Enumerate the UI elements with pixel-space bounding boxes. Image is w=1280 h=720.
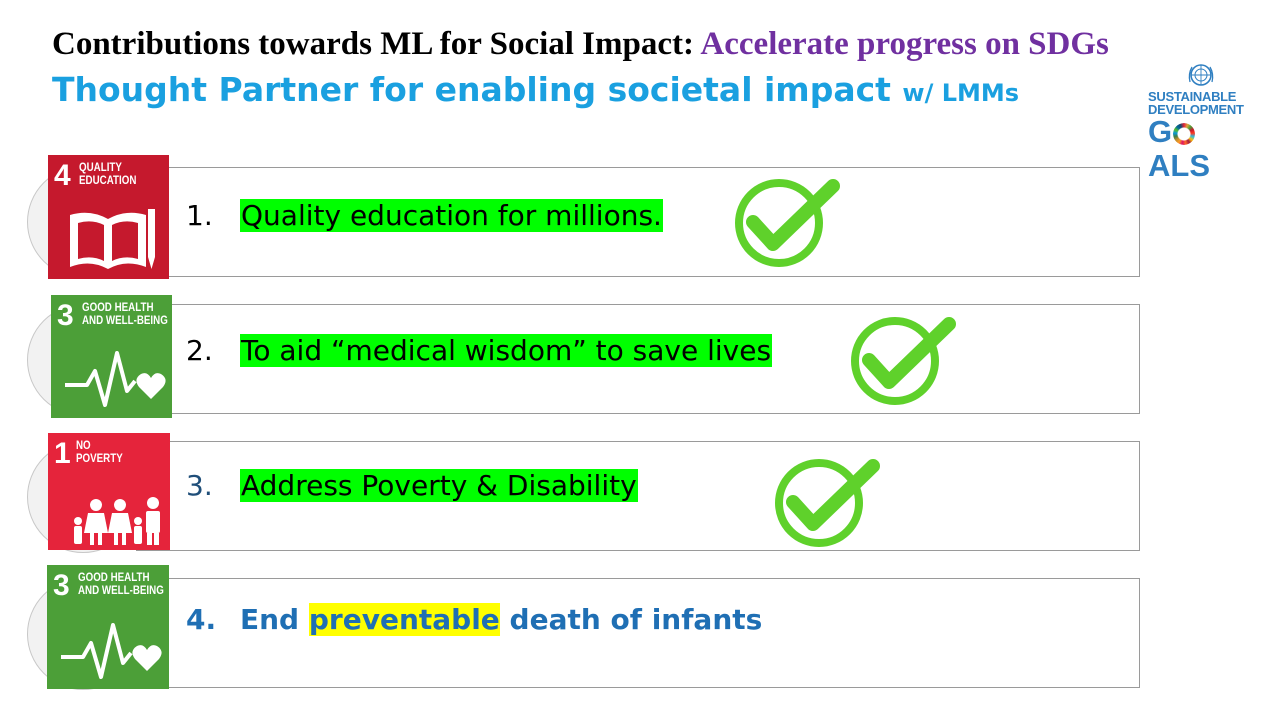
item-text-4: 4. End preventable death of infants	[186, 599, 762, 641]
item-label-before: End	[240, 603, 309, 636]
sdg-color-wheel-icon	[1173, 123, 1196, 145]
item-text-3: 3. Address Poverty & Disability	[186, 465, 638, 507]
item-number: 2.	[186, 334, 213, 367]
sdg-label: GOOD HEALTH AND WELL-BEING	[78, 572, 164, 597]
item-number: 4.	[186, 603, 217, 636]
item-label: Address Poverty & Disability	[240, 469, 638, 502]
sdg-number: 3	[53, 569, 70, 602]
sdg-number: 1	[54, 437, 71, 470]
title-main: Contributions towards ML for Social Impa…	[52, 26, 701, 62]
sdg4-tile: 4 QUALITY EDUCATION	[48, 155, 169, 279]
sdg-label: QUALITY EDUCATION	[79, 162, 137, 187]
sdg-logo-line1: SUSTAINABLE	[1148, 89, 1237, 104]
item-number: 1.	[186, 199, 213, 232]
title-accent: Accelerate progress on SDGs	[700, 26, 1109, 62]
sdg3-tile: 3 GOOD HEALTH AND WELL-BEING	[51, 295, 172, 418]
sdg-logo: SUSTAINABLE DEVELOPMENT GALS	[1146, 62, 1258, 183]
item-label: To aid “medical wisdom” to save lives	[240, 334, 773, 367]
item-label-after: death of infants	[499, 603, 763, 636]
heartbeat-icon	[61, 623, 162, 679]
item-text-2: 2. To aid “medical wisdom” to save lives	[186, 330, 773, 372]
sdg3-tile: 3 GOOD HEALTH AND WELL-BEING	[47, 565, 169, 689]
item-text-1: 1. Quality education for millions.	[186, 195, 663, 237]
row-box	[136, 578, 1140, 688]
slide-subtitle: Thought Partner for enabling societal im…	[52, 70, 1019, 109]
sdg1-tile: 1 NO POVERTY	[48, 433, 170, 550]
sdg-number: 4	[54, 159, 71, 192]
sdg-label: GOOD HEALTH AND WELL-BEING	[82, 302, 168, 327]
sdg-logo-goals: GALS	[1148, 114, 1210, 183]
item-label-highlight: preventable	[308, 603, 500, 636]
un-emblem-icon	[1188, 64, 1214, 86]
heartbeat-icon	[65, 351, 166, 407]
item-number: 3.	[186, 469, 213, 502]
subtitle-small: w/ LMMs	[902, 79, 1020, 107]
check-icon	[775, 459, 880, 547]
check-icon	[851, 317, 956, 405]
sdg-logo-line2: DEVELOPMENT	[1148, 102, 1244, 117]
subtitle-main: Thought Partner for enabling societal im…	[52, 70, 903, 109]
book-pencil-icon	[70, 209, 155, 269]
slide-title: Contributions towards ML for Social Impa…	[52, 26, 1109, 63]
sdg-label: NO POVERTY	[76, 440, 123, 465]
sdg-number: 3	[57, 299, 74, 332]
family-icon	[74, 497, 160, 545]
item-label: Quality education for millions.	[240, 199, 663, 232]
check-icon	[735, 179, 840, 267]
